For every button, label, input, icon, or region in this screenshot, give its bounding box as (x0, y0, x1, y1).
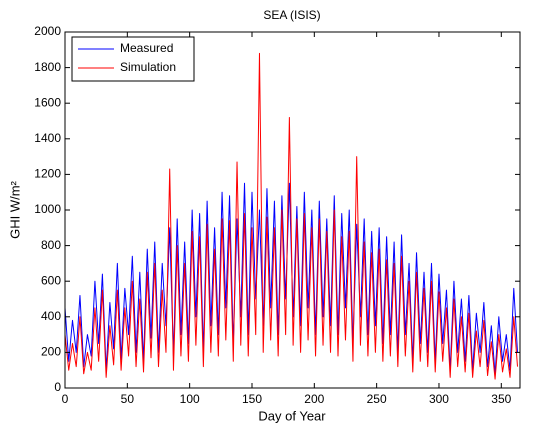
x-tick-label: 200 (304, 392, 324, 406)
y-tick-label: 400 (41, 309, 61, 323)
x-tick-label: 150 (242, 392, 262, 406)
y-tick-label: 1600 (34, 95, 61, 109)
x-tick-label: 350 (491, 392, 511, 406)
x-axis-label: Day of Year (258, 408, 326, 423)
series-line (64, 52, 519, 380)
y-tick-label: 1800 (34, 60, 61, 74)
y-tick-label: 1000 (34, 202, 61, 216)
y-tick-label: 1200 (34, 167, 61, 181)
x-tick-label: 100 (180, 392, 200, 406)
x-tick-label: 250 (367, 392, 387, 406)
legend-label: Measured (120, 41, 173, 55)
y-tick-label: 800 (41, 238, 61, 252)
y-tick-label: 0 (54, 380, 61, 394)
x-tick-label: 300 (429, 392, 449, 406)
y-tick-label: 2000 (34, 24, 61, 38)
y-axis-label: GHI W/m² (7, 180, 22, 238)
chart-title: SEA (ISIS) (263, 8, 320, 22)
legend: Measured Simulation (71, 36, 195, 82)
y-tick-label: 600 (41, 273, 61, 287)
x-tick-label: 50 (121, 392, 135, 406)
x-tick-label: 0 (62, 392, 69, 406)
y-tick-label: 1400 (34, 131, 61, 145)
legend-label: Simulation (120, 60, 176, 74)
legend-box (71, 36, 195, 82)
y-tick-label: 200 (41, 345, 61, 359)
